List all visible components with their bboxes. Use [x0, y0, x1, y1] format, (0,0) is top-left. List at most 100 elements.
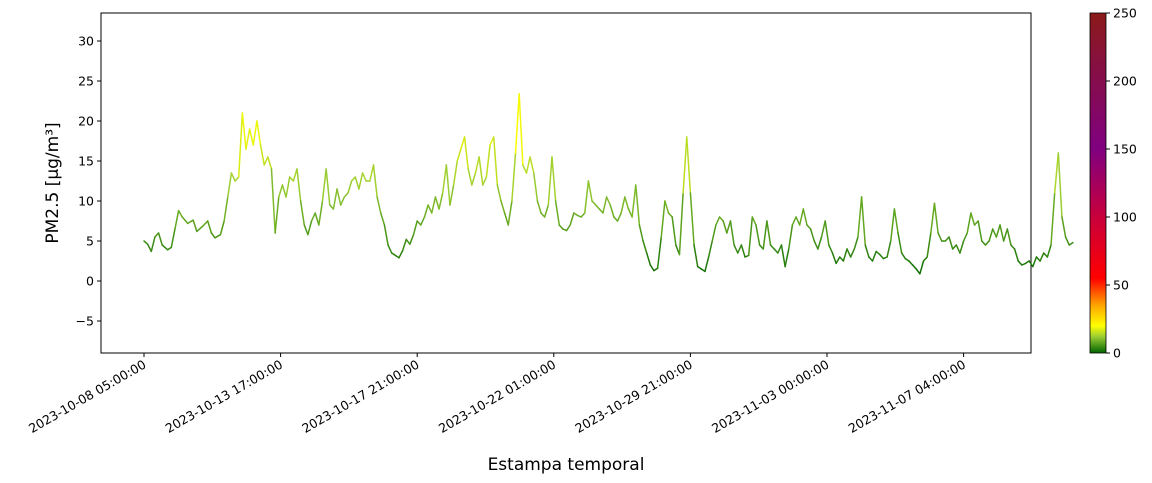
series-segment — [181, 216, 189, 225]
series-segment — [587, 180, 593, 202]
series-segment — [1028, 260, 1034, 268]
x-tick-label: 2023-10-08 05:00:00 — [26, 357, 149, 436]
series-segment — [791, 216, 797, 226]
series-segment — [438, 192, 444, 210]
series-segment — [431, 196, 437, 214]
series-segment — [478, 156, 484, 186]
series-segment — [1057, 152, 1063, 218]
series-segment — [1042, 252, 1049, 258]
series-segment — [192, 219, 198, 233]
y-axis-title: PM2.5 [μg/m³] — [43, 122, 63, 243]
series-segment — [1068, 241, 1074, 246]
series-segment — [966, 212, 972, 234]
series-segment — [959, 240, 965, 254]
series-segment — [886, 240, 892, 258]
series-segment — [177, 209, 183, 218]
series-segment — [875, 250, 881, 256]
series-segment — [496, 184, 502, 202]
series-segment — [580, 212, 586, 218]
y-tick-label: −5 — [76, 314, 94, 329]
series-segment — [1064, 236, 1070, 246]
series-segment — [441, 164, 448, 194]
series-segment — [846, 248, 852, 258]
colorbar-tick-label: 200 — [1113, 74, 1137, 89]
series-segment — [361, 172, 367, 182]
series-segment — [409, 233, 415, 245]
series-segment — [977, 220, 983, 242]
series-segment — [401, 238, 408, 252]
series-segment — [900, 252, 907, 260]
series-segment — [813, 240, 819, 250]
series-segment — [412, 220, 418, 236]
series-segment — [529, 156, 535, 174]
series-segment — [219, 220, 225, 236]
series-segment — [350, 176, 357, 182]
series-segment — [485, 144, 491, 178]
series-segment — [474, 156, 480, 174]
series-segment — [609, 204, 615, 218]
series-segment — [962, 232, 968, 242]
series-segment — [210, 232, 216, 239]
colorbar-tick-label: 0 — [1113, 346, 1121, 361]
series-segment — [1046, 244, 1052, 258]
series-segment — [693, 244, 699, 268]
series-segment — [449, 184, 455, 206]
series-segment — [784, 248, 790, 268]
series-segment — [416, 220, 422, 226]
series-segment — [1032, 256, 1038, 268]
y-tick-label: 0 — [86, 274, 94, 289]
series-segment — [777, 244, 783, 254]
series-segment — [842, 248, 848, 262]
series-segment — [718, 216, 724, 222]
series-segment — [467, 168, 473, 186]
series-segment — [624, 196, 630, 210]
series-segment — [638, 224, 644, 242]
series-segment — [551, 156, 557, 202]
series-segment — [1050, 192, 1056, 246]
x-axis: 2023-10-08 05:00:00 2023-10-13 17:00:00 20… — [26, 353, 968, 436]
series-segment — [201, 220, 209, 228]
series-segment — [919, 260, 925, 275]
series-segment — [325, 168, 331, 206]
series-segment — [511, 152, 517, 202]
series-segment — [427, 204, 433, 214]
series-segment — [1035, 256, 1041, 262]
y-tick-label: 30 — [78, 34, 94, 49]
series-segment — [292, 168, 298, 182]
series-segment — [594, 204, 601, 210]
series-segment — [405, 238, 411, 245]
series-segment — [565, 224, 571, 232]
series-segment — [948, 236, 954, 250]
series-segment — [649, 264, 655, 272]
series-segment — [536, 200, 542, 214]
x-tick-label: 2023-11-03 00:00:00 — [709, 357, 832, 436]
series-segment — [241, 112, 247, 150]
series-segment — [933, 202, 939, 234]
series-segment — [318, 200, 324, 226]
series-segment — [376, 196, 382, 214]
series-segment — [737, 244, 743, 254]
series-segment — [554, 200, 561, 226]
series-segment — [715, 216, 721, 226]
series-segment — [186, 219, 194, 225]
series-segment — [773, 248, 779, 254]
series-segment — [616, 212, 622, 222]
series-segment — [452, 160, 459, 186]
series-segment — [196, 225, 204, 233]
series-segment — [332, 188, 338, 210]
series-segment — [879, 253, 885, 260]
series-segment — [726, 220, 732, 234]
series-segment — [897, 232, 903, 254]
series-segment — [747, 216, 754, 257]
series-segment — [369, 164, 375, 182]
series-segment — [999, 224, 1005, 242]
series-segment — [307, 220, 313, 236]
x-tick-label: 2023-11-07 04:00:00 — [846, 357, 969, 436]
series-segment — [704, 256, 710, 273]
series-segment — [456, 148, 462, 162]
series-segment — [237, 112, 244, 178]
series-segment — [809, 228, 815, 242]
series-segment — [922, 256, 928, 262]
series-segment — [678, 192, 684, 256]
series-segment — [398, 249, 404, 259]
